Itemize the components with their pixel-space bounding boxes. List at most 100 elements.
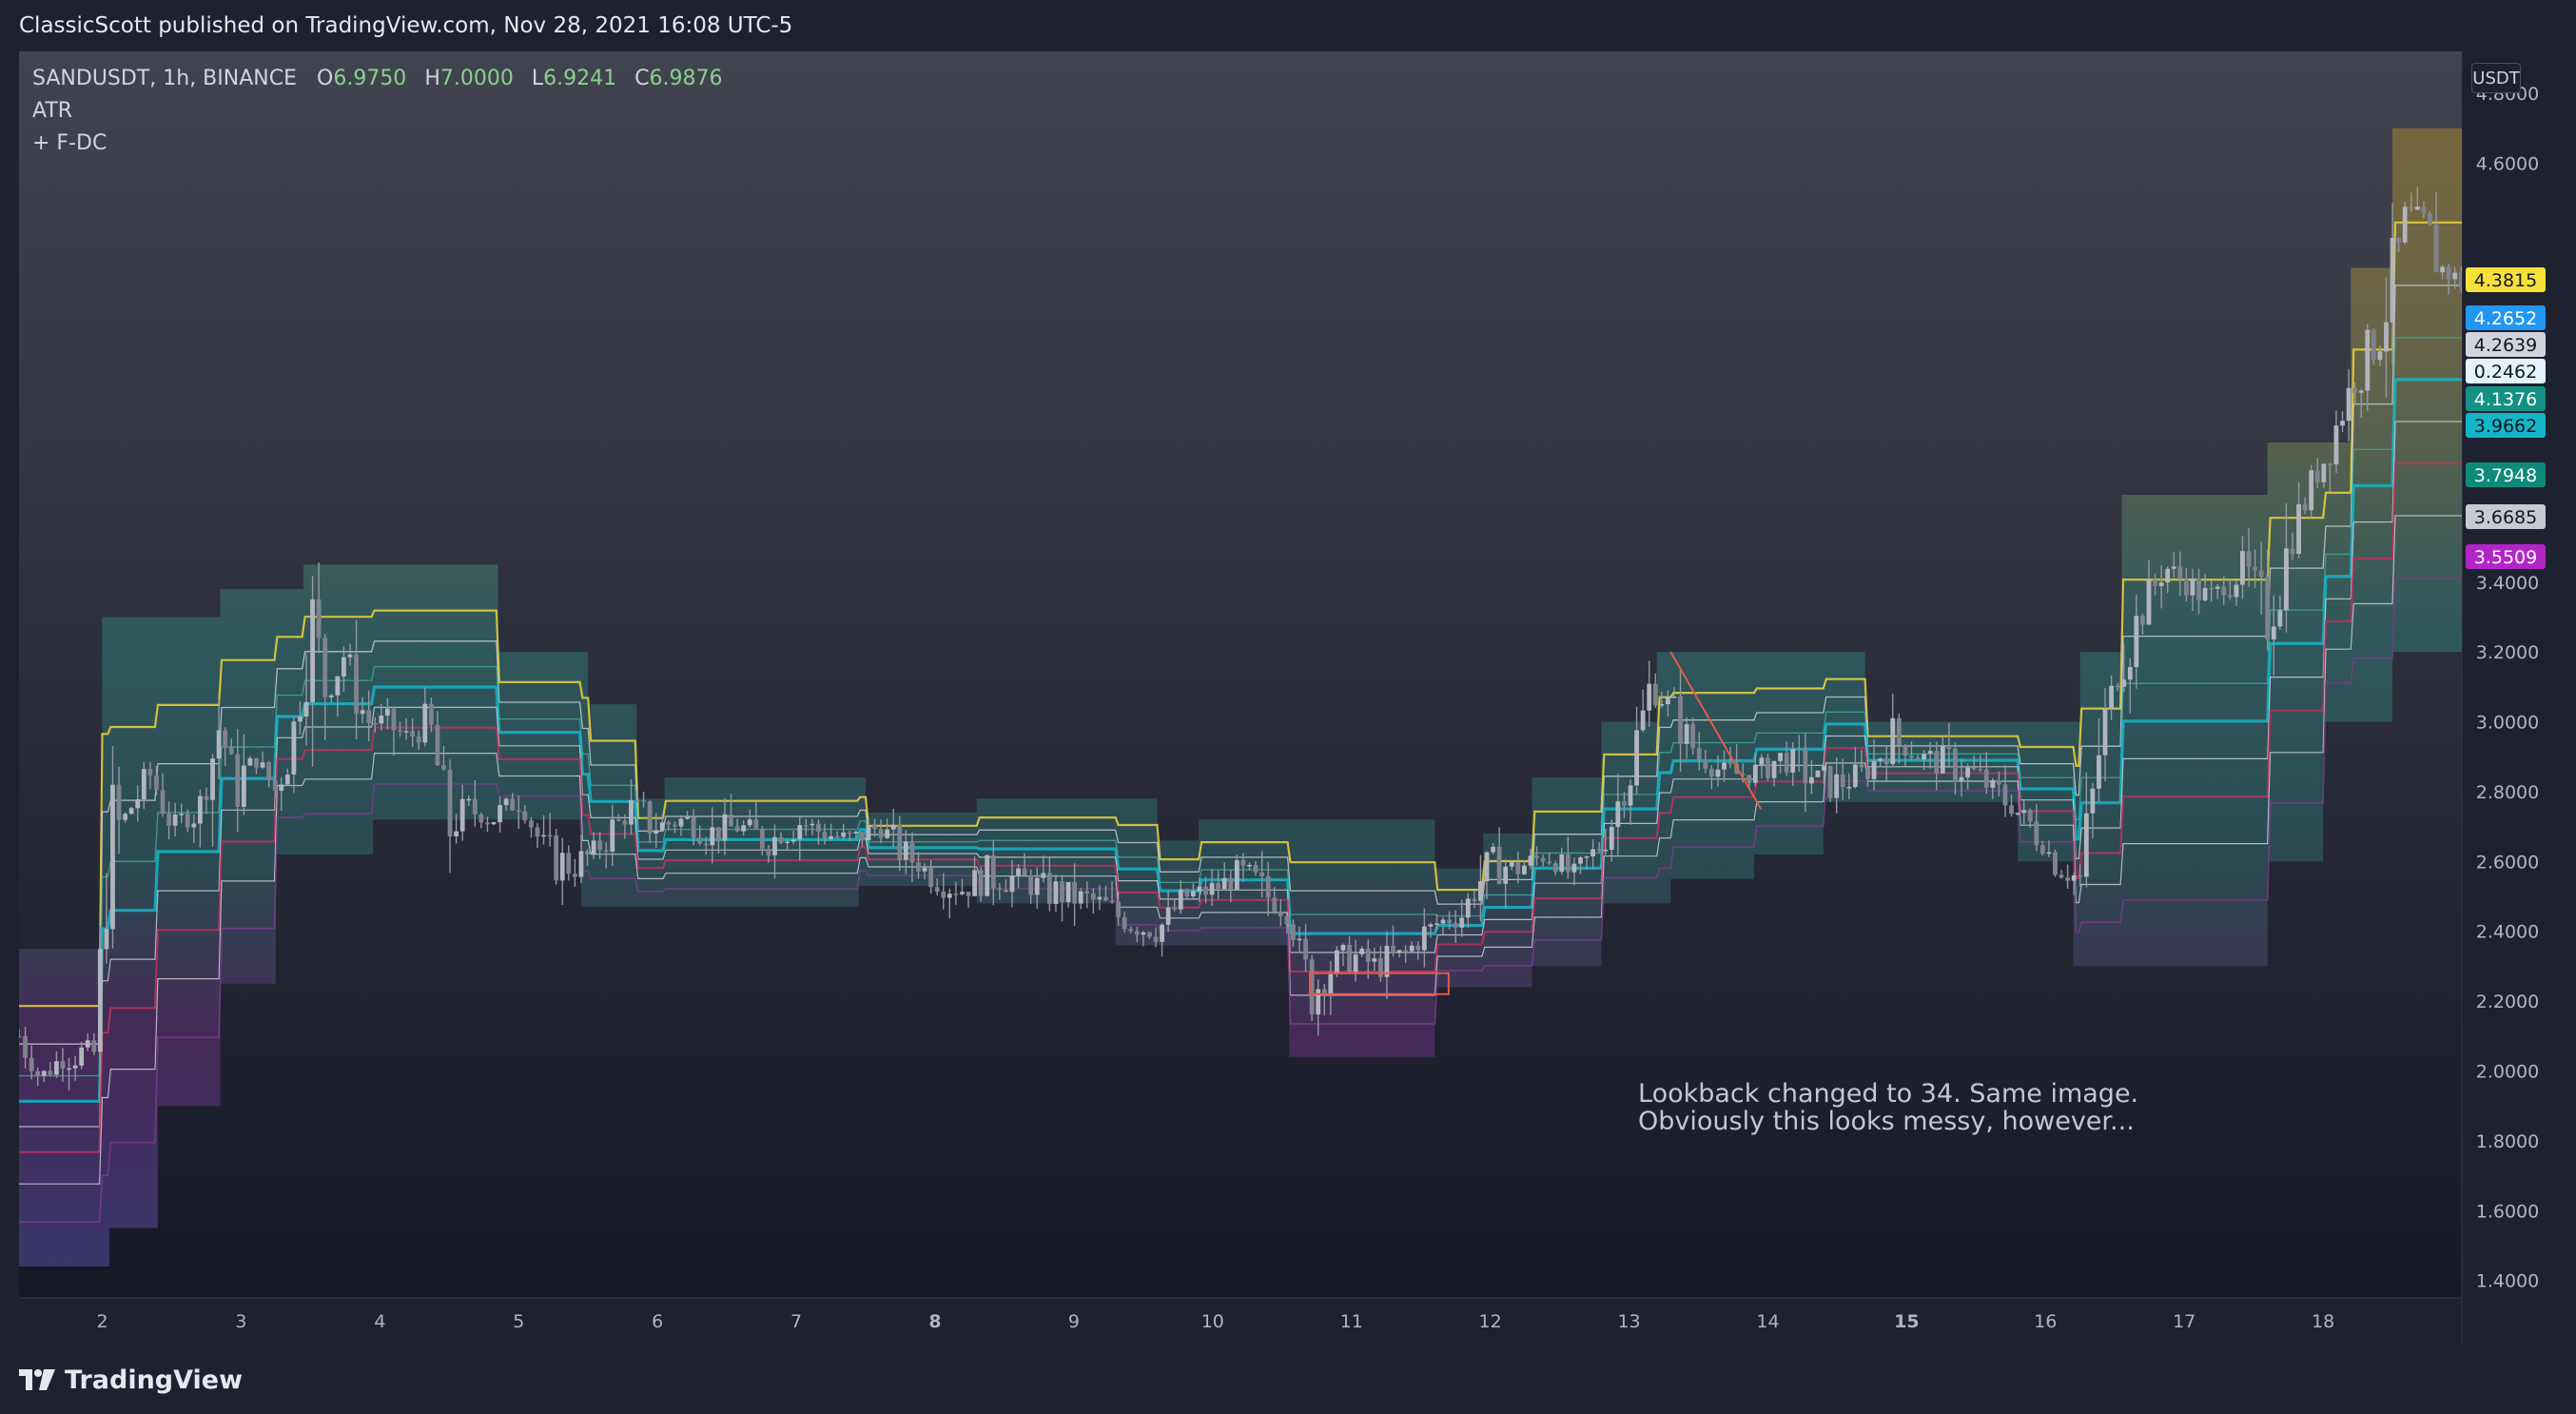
price-badge-label: 3.6685 xyxy=(2474,507,2537,528)
candle-body xyxy=(191,823,197,828)
price-badge-bg xyxy=(2466,305,2546,330)
candle-body xyxy=(909,841,915,863)
candle-body xyxy=(2396,237,2402,243)
price-badge-bg xyxy=(2466,332,2546,357)
candle-body xyxy=(2102,709,2108,756)
candle-body xyxy=(1240,859,1246,866)
candle-body xyxy=(1708,768,1714,777)
candle-body xyxy=(384,708,390,717)
candle-body xyxy=(572,874,577,877)
candle-body xyxy=(1284,915,1290,925)
candle-body xyxy=(2053,852,2058,875)
candle-body xyxy=(2284,548,2289,611)
candle-body xyxy=(1090,893,1096,900)
x-tick-label: 18 xyxy=(2312,1311,2334,1332)
candle-body xyxy=(2109,685,2114,710)
candle-body xyxy=(391,708,397,731)
candle-body xyxy=(1740,774,1746,776)
candle-body xyxy=(1996,780,2001,785)
indicator-fdc[interactable]: + F-DC xyxy=(32,131,107,155)
candle-body xyxy=(2290,548,2295,555)
candle-body xyxy=(428,703,434,725)
candle-body xyxy=(1316,989,1321,1015)
candle-body xyxy=(703,843,709,846)
candle-body xyxy=(1503,866,1509,884)
candle-body xyxy=(1197,886,1202,892)
candle-body xyxy=(1890,717,1896,764)
candle-body xyxy=(566,853,572,874)
low-label: L xyxy=(531,67,544,90)
candle-body xyxy=(485,822,490,825)
candle-body xyxy=(447,769,453,836)
x-tick-label: 12 xyxy=(1479,1311,1502,1332)
candle-body xyxy=(1203,886,1208,895)
candle-body xyxy=(1690,724,1696,749)
indicator-atr[interactable]: ATR xyxy=(32,99,72,123)
candle-body xyxy=(2039,845,2045,854)
x-tick-label: 7 xyxy=(790,1311,802,1332)
band-line-purple xyxy=(19,578,2462,1223)
candle-body xyxy=(2227,595,2233,598)
candles xyxy=(19,187,2462,1090)
candle-body xyxy=(1915,757,1921,760)
candle-body xyxy=(298,717,302,722)
candle-body xyxy=(2215,586,2220,589)
candle-body xyxy=(1253,864,1259,873)
candle-body xyxy=(35,1070,41,1076)
candle-body xyxy=(172,814,178,826)
tradingview-logo[interactable]: TradingView xyxy=(19,1365,243,1395)
candle-body xyxy=(916,862,921,872)
candle-body xyxy=(578,851,584,877)
candle-body xyxy=(1046,873,1052,904)
candle-body xyxy=(778,836,784,844)
candle-body xyxy=(1784,753,1789,773)
candle-body xyxy=(2115,685,2120,688)
candle-body xyxy=(2402,206,2408,243)
candle-body xyxy=(1335,950,1339,974)
candle-body xyxy=(1153,936,1159,942)
candle-body xyxy=(1771,760,1777,778)
candle-body xyxy=(685,816,690,819)
candle-body xyxy=(1172,907,1178,910)
candle-body xyxy=(960,892,965,894)
candle-body xyxy=(91,1040,97,1052)
candle-body xyxy=(498,805,502,823)
candle-body xyxy=(1547,861,1552,864)
x-tick-label: 3 xyxy=(235,1311,246,1332)
candle-body xyxy=(410,731,416,737)
candle-body xyxy=(1004,890,1008,893)
candle-body xyxy=(491,822,497,825)
x-tick-label: 11 xyxy=(1340,1311,1363,1332)
band-line-3 xyxy=(19,337,2462,1077)
candle-body xyxy=(822,832,828,839)
candle-body xyxy=(1478,881,1483,901)
candle-body xyxy=(841,832,847,837)
candle-body xyxy=(2015,813,2020,815)
candle-body xyxy=(2190,578,2195,596)
candle-body xyxy=(72,1065,78,1069)
candle-body xyxy=(2271,626,2276,639)
candle-body xyxy=(766,849,771,855)
candle-body xyxy=(2202,587,2208,600)
candle-body xyxy=(1609,827,1614,851)
price-chart[interactable]: 4.80004.60003.40003.20003.00002.80002.60… xyxy=(0,0,2576,1345)
currency-selector[interactable]: USDT xyxy=(2471,63,2521,93)
publish-info: ClassicScott published on TradingView.co… xyxy=(19,13,793,38)
candle-body xyxy=(1521,865,1527,874)
y-tick-label: 2.2000 xyxy=(2476,992,2539,1012)
candle-body xyxy=(1903,744,1908,756)
candle-body xyxy=(2365,329,2371,391)
candle-body xyxy=(2221,586,2227,596)
candle-body xyxy=(1628,785,1633,806)
candle-body xyxy=(1846,787,1852,789)
candle-body xyxy=(715,827,721,841)
candle-body xyxy=(678,818,684,827)
candle-body xyxy=(1053,881,1059,904)
candle-body xyxy=(416,736,421,743)
candle-body xyxy=(510,798,516,811)
candle-body xyxy=(1684,724,1689,744)
candle-body xyxy=(547,835,553,837)
candle-body xyxy=(1603,850,1609,852)
candle-body xyxy=(2021,810,2027,814)
candle-body xyxy=(97,949,103,1052)
